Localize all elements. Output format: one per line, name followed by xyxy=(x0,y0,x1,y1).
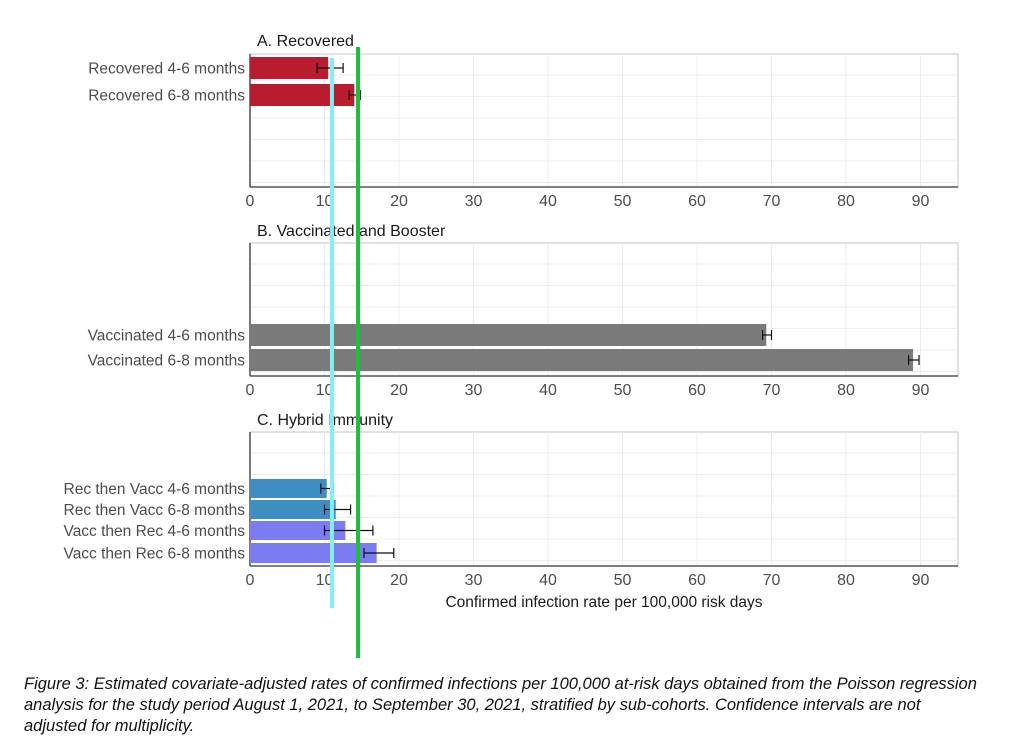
category-label: Vacc then Rec 6-8 months xyxy=(64,546,246,563)
x-tick-label: 40 xyxy=(539,382,557,399)
x-tick-label: 40 xyxy=(539,193,557,210)
x-tick-label: 90 xyxy=(912,382,930,399)
caption-main: Figure 3: Estimated covariate-adjusted r… xyxy=(24,675,977,714)
chart-panel-2: C. Hybrid Immunity Rec then Vacc 4-6 mont… xyxy=(64,412,959,611)
x-tick-label: 20 xyxy=(390,382,408,399)
x-tick-label: 70 xyxy=(763,382,781,399)
x-tick-label: 90 xyxy=(912,193,930,210)
x-tick-label: 70 xyxy=(763,572,781,589)
bar xyxy=(250,349,914,371)
x-tick-label: 20 xyxy=(390,193,408,210)
panel-title: B. Vaccinated and Booster xyxy=(257,223,446,240)
bar xyxy=(250,521,346,540)
bar xyxy=(250,479,327,498)
x-tick-label: 0 xyxy=(246,193,255,210)
x-tick-label: 10 xyxy=(316,572,334,589)
figure-caption: Figure 3: Estimated covariate-adjusted r… xyxy=(24,674,984,737)
x-tick-label: 30 xyxy=(465,382,483,399)
caption-note: Confidence intervals are not adjusted fo… xyxy=(24,696,921,735)
category-label: Rec then Vacc 4-6 months xyxy=(64,481,246,498)
category-label: Vacc then Rec 4-6 months xyxy=(64,523,246,540)
x-tick-label: 40 xyxy=(539,572,557,589)
x-tick-label: 0 xyxy=(246,382,255,399)
x-tick-label: 20 xyxy=(390,572,408,589)
x-tick-label: 60 xyxy=(688,382,706,399)
bar xyxy=(250,57,329,79)
x-tick-label: 50 xyxy=(614,572,632,589)
chart-panel-0: A. Recovered Recovered 4-6 months Recovere… xyxy=(88,33,959,210)
x-tick-label: 50 xyxy=(614,382,632,399)
bar xyxy=(250,324,767,346)
category-label: Recovered 6-8 months xyxy=(88,88,245,105)
bar xyxy=(250,500,336,519)
category-label: Vaccinated 6-8 months xyxy=(88,353,246,370)
x-tick-label: 50 xyxy=(614,193,632,210)
x-tick-label: 80 xyxy=(837,382,855,399)
x-tick-label: 10 xyxy=(316,382,334,399)
x-tick-label: 80 xyxy=(837,572,855,589)
panel-frame xyxy=(249,53,959,188)
x-tick-label: 70 xyxy=(763,193,781,210)
x-tick-label: 60 xyxy=(688,193,706,210)
category-label: Vaccinated 4-6 months xyxy=(88,328,246,345)
x-tick-label: 90 xyxy=(912,572,930,589)
x-tick-label: 60 xyxy=(688,572,706,589)
bar xyxy=(250,543,377,563)
panel-title: C. Hybrid Immunity xyxy=(257,412,393,429)
x-tick-label: 10 xyxy=(316,193,334,210)
category-label: Rec then Vacc 6-8 months xyxy=(64,502,246,519)
category-label: Recovered 4-6 months xyxy=(88,61,245,78)
x-axis-title: Confirmed infection rate per 100,000 ris… xyxy=(445,594,762,611)
x-tick-label: 0 xyxy=(246,572,255,589)
x-tick-label: 80 xyxy=(837,193,855,210)
x-tick-label: 30 xyxy=(465,572,483,589)
bar xyxy=(250,84,355,106)
panel-title: A. Recovered xyxy=(257,33,354,50)
x-tick-label: 30 xyxy=(465,193,483,210)
chart-panel-1: B. Vaccinated and Booster Vaccinated 4-6 … xyxy=(88,223,959,399)
